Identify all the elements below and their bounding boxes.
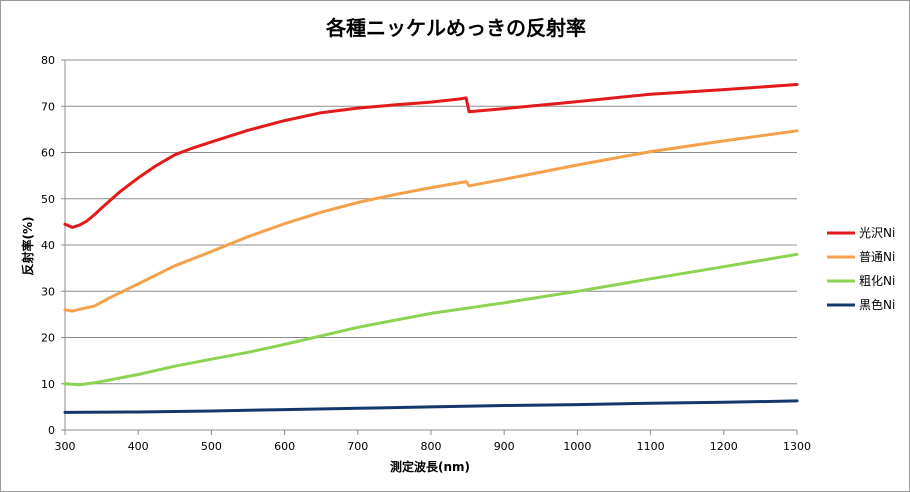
series-line [63, 252, 799, 387]
y-tick-label: 0 [48, 424, 55, 437]
y-tick-label: 20 [41, 332, 55, 345]
x-tick-label: 1200 [710, 440, 738, 453]
y-tick-label: 70 [41, 100, 55, 113]
x-tick-label: 300 [55, 440, 76, 453]
axes [61, 59, 798, 435]
y-tick-label: 40 [41, 239, 55, 252]
legend-item-label: 黒色Ni [859, 298, 895, 312]
y-tick-label: 80 [41, 54, 55, 67]
y-tick-label: 60 [41, 147, 55, 160]
x-tick-label: 1300 [783, 440, 811, 453]
legend: 光沢Ni 普通Ni 粗化Ni 黒色Ni [827, 226, 895, 312]
series-line [63, 399, 799, 414]
y-tick-label: 50 [41, 193, 55, 206]
x-axis-label: 測定波長(nm) [390, 459, 470, 474]
x-tick-label: 500 [201, 440, 222, 453]
x-tick-label: 800 [421, 440, 442, 453]
x-tick-label: 900 [494, 440, 515, 453]
x-tick-label: 1100 [637, 440, 665, 453]
tick-labels: 0 10 20 30 40 50 60 70 80 300 400 500 600 700 800 900 10… [41, 54, 811, 453]
series-lines [63, 83, 799, 414]
x-tick-label: 600 [274, 440, 295, 453]
legend-item-label: 粗化Ni [859, 274, 895, 288]
x-tick-label: 1000 [563, 440, 591, 453]
legend-item-label: 普通Ni [859, 250, 895, 264]
y-tick-label: 30 [41, 285, 55, 298]
series-line [63, 83, 799, 229]
x-tick-label: 700 [347, 440, 368, 453]
y-tick-label: 10 [41, 378, 55, 391]
y-axis-label: 反射率(%) [20, 217, 35, 276]
series-line [63, 129, 799, 313]
legend-item-label: 光沢Ni [859, 226, 895, 240]
x-tick-label: 400 [128, 440, 149, 453]
chart-title: 各種ニッケルめっきの反射率 [325, 16, 586, 40]
gridlines [65, 59, 797, 385]
